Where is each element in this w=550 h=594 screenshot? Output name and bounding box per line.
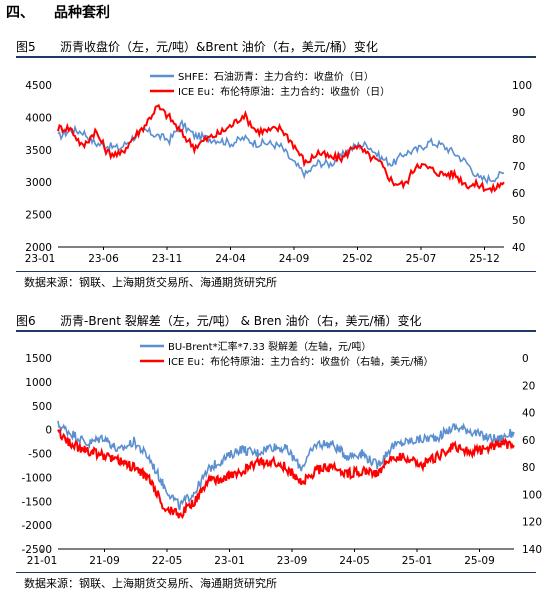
y-left-tick-label: 4500 (25, 80, 52, 92)
y-left-tick-label: -500 (28, 449, 52, 461)
section-heading: 四、 品种套利 (6, 2, 110, 22)
section-number: 四、 (6, 5, 34, 21)
x-tick-label: 25-09 (464, 555, 495, 567)
y-right-tick-label: 40 (512, 242, 525, 254)
x-tick-label: 25-02 (342, 253, 373, 265)
y-right-tick-label: 80 (512, 134, 525, 146)
y-right-tick-label: 70 (512, 161, 525, 173)
y-left-tick-label: 0 (45, 425, 52, 437)
y-right-tick-label: 120 (522, 517, 542, 529)
x-tick-label: 25-07 (406, 253, 437, 265)
x-tick-label: 25-12 (469, 253, 500, 265)
chart-5-asphalt-vs-brent: 2000 2500 3000 3500 4000 4500 40 50 60 70 80 90 100 2… (25, 70, 532, 265)
y-left-tick-label: 500 (32, 401, 52, 413)
legend-label-0: SHFE：石油沥青：主力合约：收盘价（日） (178, 70, 374, 83)
figure-6-source-rule (16, 572, 536, 573)
y-left-tick-label: 4000 (25, 112, 52, 124)
figure-6-header: 图6 沥青-Brent 裂解差（左，元/吨） & Bren 油价（右，美元/桶）变… (16, 312, 536, 332)
x-tick-label: 23-01 (214, 555, 245, 567)
figure-6-source: 数据来源：钢联、上海期货交易所、海通期货研究所 (24, 577, 277, 590)
y-right-tick-label: 90 (512, 107, 525, 119)
y-left-tick-label: 3500 (25, 145, 52, 157)
y-left-tick-label: 3000 (25, 177, 52, 189)
figure-5-header: 图5 沥青收盘价（左，元/吨）&Brent 油价（右，美元/桶）变化 (16, 38, 536, 58)
y-left-tick-label: 2500 (25, 210, 52, 222)
figure-5-source-rule (16, 271, 536, 272)
x-tick-label: 23-09 (277, 555, 308, 567)
x-tick-label: 24-04 (215, 253, 246, 265)
x-tick-label: 21-01 (27, 555, 58, 567)
y-right-tick-label: 100 (512, 80, 532, 92)
y-right-tick-label: 140 (522, 544, 542, 556)
figure-5-source: 数据来源：钢联、上海期货交易所、海通期货研究所 (24, 276, 277, 289)
y-left-tick-label: -2500 (21, 544, 52, 556)
series-line-1 (57, 428, 515, 520)
series-line-0 (57, 420, 515, 511)
y-left-tick-label: -2000 (21, 520, 52, 532)
y-right-tick-label: 20 (522, 380, 535, 392)
series-line-1 (57, 104, 505, 194)
x-tick-label: 24-09 (279, 253, 310, 265)
y-left-tick-label: 1500 (25, 353, 52, 365)
y-right-tick-label: 60 (522, 435, 535, 447)
legend-label-1: ICE Eu：布伦特原油：主力合约：收盘价（日） (178, 85, 390, 98)
y-right-tick-label: 40 (522, 408, 535, 420)
figure-6-number: 图6 (16, 314, 36, 328)
x-tick-label: 23-11 (152, 253, 183, 265)
figure-6-title: 沥青-Brent 裂解差（左，元/吨） & Bren 油价（右，美元/桶）变化 (60, 314, 422, 328)
y-right-tick-label: 0 (522, 353, 529, 365)
x-tick-label: 21-09 (89, 555, 120, 567)
x-tick-label: 25-01 (402, 555, 433, 567)
y-right-tick-label: 60 (512, 188, 525, 200)
x-tick-label: 23-06 (88, 253, 119, 265)
y-left-tick-label: -1000 (21, 472, 52, 484)
chart-6-crack-spread-vs-brent: 1500 1000 500 0 -500 -1000 -1500 -2000 -2500 0 20 4… (21, 340, 542, 567)
x-tick-label: 24-05 (339, 555, 370, 567)
section-title: 品种套利 (54, 5, 110, 21)
x-tick-label: 22-05 (152, 555, 183, 567)
y-right-tick-label: 100 (522, 489, 542, 501)
legend-label-1: ICE Eu：布伦特原油：主力合约：收盘价（右轴，美元/桶） (168, 355, 433, 368)
legend-label-0: BU-Brent*汇率*7.33 裂解差（左轴，元/吨） (168, 340, 371, 353)
y-right-tick-label: 80 (522, 462, 535, 474)
figure-5-number: 图5 (16, 40, 36, 54)
x-tick-label: 23-01 (25, 253, 56, 265)
y-left-tick-label: -1500 (21, 496, 52, 508)
series-line-0 (57, 118, 505, 185)
y-right-tick-label: 50 (512, 215, 525, 227)
y-left-tick-label: 1000 (25, 377, 52, 389)
y-left-tick-label: 2000 (25, 242, 52, 254)
figure-5-title: 沥青收盘价（左，元/吨）&Brent 油价（右，美元/桶）变化 (60, 40, 378, 54)
